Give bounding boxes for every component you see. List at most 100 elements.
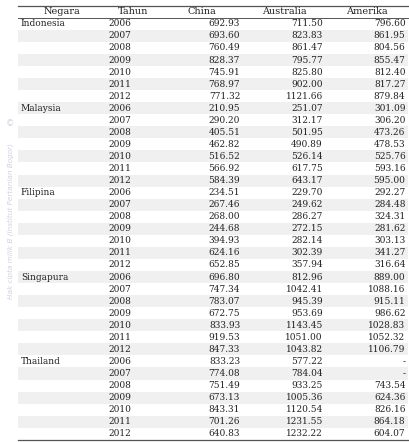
Text: 312.17: 312.17 [291,116,322,125]
Text: 2010: 2010 [108,236,131,245]
Text: 341.27: 341.27 [373,248,405,257]
Text: 292.27: 292.27 [373,188,405,197]
Text: 760.49: 760.49 [208,43,240,53]
Text: 249.62: 249.62 [291,200,322,209]
Text: China: China [187,7,215,16]
Text: 584.39: 584.39 [208,176,240,185]
Text: 745.91: 745.91 [208,68,240,76]
Text: 624.36: 624.36 [373,393,405,402]
Text: 751.49: 751.49 [208,381,240,390]
Text: 1043.82: 1043.82 [285,345,322,354]
Text: ©: © [6,119,14,128]
Text: 833.23: 833.23 [209,357,240,366]
Text: 743.54: 743.54 [373,381,405,390]
Text: 286.27: 286.27 [291,212,322,221]
Text: 290.20: 290.20 [208,116,240,125]
Text: 747.34: 747.34 [208,285,240,293]
Text: Hak cipta milik B (Institut Pertanian Bogor): Hak cipta milik B (Institut Pertanian Bo… [7,143,13,299]
Text: 2007: 2007 [108,31,131,40]
Text: 490.89: 490.89 [290,140,322,149]
Text: 2011: 2011 [108,164,131,173]
Text: 526.14: 526.14 [290,152,322,161]
Bar [18,367,407,380]
Text: 210.95: 210.95 [208,104,240,113]
Text: 595.00: 595.00 [373,176,405,185]
Text: 2010: 2010 [108,321,131,330]
Text: 826.16: 826.16 [373,405,405,414]
Bar [18,198,407,211]
Text: 1143.45: 1143.45 [285,321,322,330]
Text: 2008: 2008 [108,43,131,53]
Text: 825.80: 825.80 [290,68,322,76]
Text: 2009: 2009 [108,224,131,233]
Bar [18,295,407,307]
Text: 2009: 2009 [108,56,131,65]
Text: 525.76: 525.76 [373,152,405,161]
Text: 847.33: 847.33 [208,345,240,354]
Text: 2010: 2010 [108,152,131,161]
Text: 284.48: 284.48 [373,200,405,209]
Text: 804.56: 804.56 [373,43,405,53]
Text: 2006: 2006 [108,104,131,113]
Text: 268.00: 268.00 [208,212,240,221]
Bar [18,78,407,90]
Text: 1231.55: 1231.55 [285,417,322,426]
Text: 2010: 2010 [108,405,131,414]
Text: Malaysia: Malaysia [21,104,61,113]
Text: 2012: 2012 [108,260,131,270]
Text: 2011: 2011 [108,417,131,426]
Text: 784.04: 784.04 [290,369,322,378]
Text: 768.97: 768.97 [208,80,240,88]
Text: 272.15: 272.15 [291,224,322,233]
Text: 953.69: 953.69 [290,309,322,318]
Text: 2012: 2012 [108,345,131,354]
Text: 823.83: 823.83 [291,31,322,40]
Text: 1042.41: 1042.41 [285,285,322,293]
Text: 902.00: 902.00 [291,80,322,88]
Text: 2011: 2011 [108,80,131,88]
Text: 2007: 2007 [108,369,131,378]
Text: 1005.36: 1005.36 [285,393,322,402]
Text: 861.47: 861.47 [290,43,322,53]
Text: Indonesia: Indonesia [21,19,65,28]
Bar [18,415,407,428]
Text: 2009: 2009 [108,393,131,402]
Text: 2009: 2009 [108,309,131,318]
Bar [18,175,407,187]
Bar [18,150,407,163]
Text: 833.93: 833.93 [209,321,240,330]
Text: 1106.79: 1106.79 [367,345,405,354]
Text: 783.07: 783.07 [208,297,240,305]
Text: 566.92: 566.92 [208,164,240,173]
Text: 2006: 2006 [108,357,131,366]
Text: 945.39: 945.39 [290,297,322,305]
Text: 617.75: 617.75 [290,164,322,173]
Text: 2011: 2011 [108,333,131,342]
Text: Singapura: Singapura [21,273,68,282]
Text: 301.09: 301.09 [373,104,405,113]
Text: 306.20: 306.20 [373,116,405,125]
Text: 1028.83: 1028.83 [367,321,405,330]
Text: 2006: 2006 [108,273,131,282]
Text: 692.93: 692.93 [208,19,240,28]
Text: 2008: 2008 [108,297,131,305]
Bar [18,54,407,66]
Text: 2006: 2006 [108,19,131,28]
Text: 843.31: 843.31 [208,405,240,414]
Text: 394.93: 394.93 [208,236,240,245]
Text: 915.11: 915.11 [373,297,405,305]
Text: 1232.22: 1232.22 [285,429,322,438]
Text: 604.07: 604.07 [373,429,405,438]
Text: Thailand: Thailand [21,357,61,366]
Text: Filipina: Filipina [21,188,56,197]
Text: 516.52: 516.52 [208,152,240,161]
Text: 701.26: 701.26 [208,417,240,426]
Text: 2006: 2006 [108,188,131,197]
Text: 316.64: 316.64 [373,260,405,270]
Text: 796.60: 796.60 [373,19,405,28]
Text: 2008: 2008 [108,128,131,137]
Text: 1088.16: 1088.16 [367,285,405,293]
Text: 267.46: 267.46 [208,200,240,209]
Text: 357.94: 357.94 [290,260,322,270]
Text: 2012: 2012 [108,176,131,185]
